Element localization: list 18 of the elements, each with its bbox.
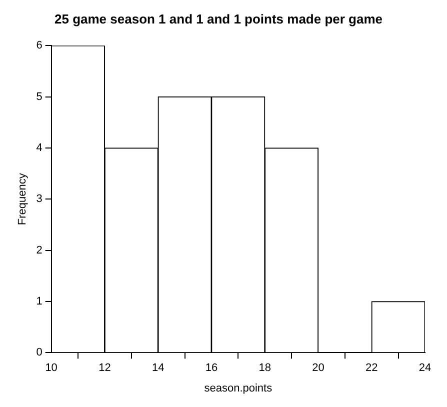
x-tick-label: 20 [312,362,324,374]
x-tick-label: 14 [152,362,164,374]
x-axis-title: season.points [204,382,273,394]
y-tick-label: 0 [36,346,42,359]
y-tick-label: 6 [36,40,42,52]
y-tick-label: 1 [36,295,42,308]
x-tick-label: 22 [365,362,378,374]
y-tick-label: 2 [36,244,42,256]
x-tick-label: 24 [418,362,432,374]
y-axis-title: Frequency [16,172,29,226]
y-tick-label: 4 [36,142,42,154]
x-tick-label: 10 [45,362,58,374]
y-tick-label: 3 [36,193,42,206]
y-tick-label: 5 [36,90,42,103]
x-tick-label: 16 [205,362,218,374]
chart-title: 25 game season 1 and 1 and 1 points made per game [54,11,383,26]
x-tick-label: 18 [258,362,271,374]
x-tick-label: 12 [98,362,111,374]
